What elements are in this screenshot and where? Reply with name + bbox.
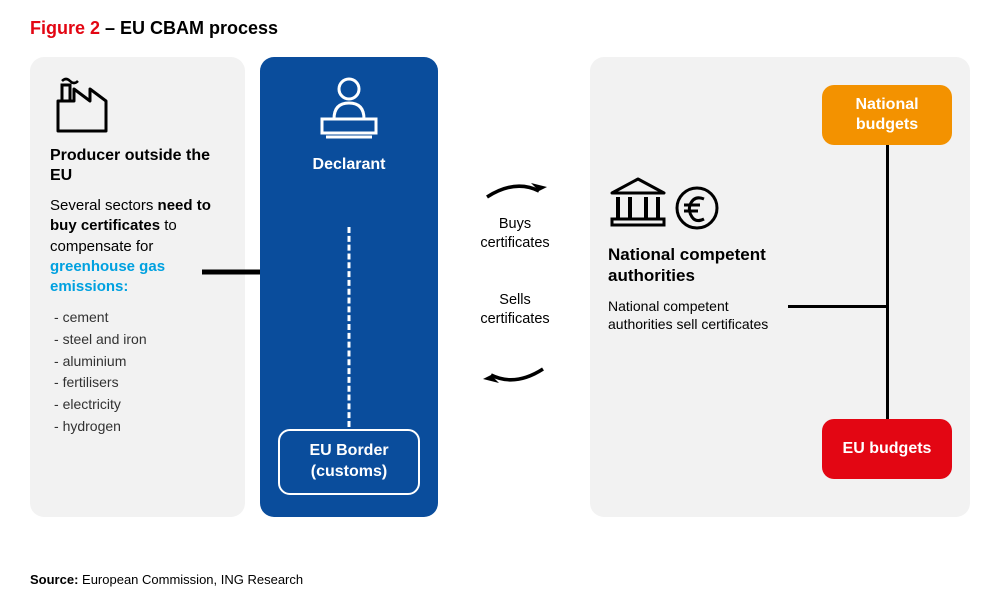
- declarant-label: Declarant: [276, 156, 422, 174]
- declarant-icon: [276, 75, 422, 150]
- figure-name: EU CBAM process: [120, 18, 278, 38]
- body-emph: greenhouse gas emissions:: [50, 258, 165, 295]
- producer-body: Several sectors need to buy certificates…: [50, 196, 227, 297]
- sells-l1: Sells: [499, 292, 530, 308]
- sector-list: cement steel and iron aluminium fertilis…: [50, 307, 227, 437]
- border-l2: (customs): [311, 463, 387, 480]
- source-label: Source:: [30, 572, 78, 587]
- buys-label: Buys certificates: [450, 215, 580, 253]
- sector-item: aluminium: [54, 351, 227, 373]
- exchange-block: Buys certificates Sells certificates: [450, 177, 580, 397]
- factory-icon: [50, 75, 227, 138]
- figure-sep: –: [100, 18, 120, 38]
- bank-icon: [608, 175, 668, 236]
- connector-horizontal: [788, 305, 889, 308]
- sector-item: fertilisers: [54, 372, 227, 394]
- declarant-panel: Declarant EU Border (customs): [260, 57, 438, 517]
- eu-budgets-label: EU budgets: [843, 439, 932, 459]
- euro-coin-icon: [674, 185, 720, 236]
- sector-item: electricity: [54, 394, 227, 416]
- source-line: Source: European Commission, ING Researc…: [30, 572, 303, 587]
- sector-item: steel and iron: [54, 329, 227, 351]
- authorities-title: National competent authorities: [608, 244, 788, 287]
- sells-label: Sells certificates: [450, 291, 580, 329]
- body-pre: Several sectors: [50, 197, 158, 214]
- diagram-canvas: Producer outside the EU Several sectors …: [30, 57, 970, 537]
- national-budgets-box: National budgets: [822, 85, 952, 145]
- eu-budgets-box: EU budgets: [822, 419, 952, 479]
- figure-title: Figure 2 – EU CBAM process: [30, 18, 970, 39]
- figure-label: Figure 2: [30, 18, 100, 38]
- authorities-block: National competent authorities National …: [608, 175, 788, 333]
- eu-border-box: EU Border (customs): [278, 429, 420, 495]
- arrow-sells-icon: [450, 361, 580, 393]
- authorities-subtitle: National competent authorities sell cert…: [608, 297, 788, 333]
- buys-l1: Buys: [499, 216, 531, 232]
- buys-l2: certificates: [480, 235, 549, 251]
- arrow-buys-icon: [450, 177, 580, 209]
- national-budgets-label: National budgets: [836, 95, 938, 135]
- sells-l2: certificates: [480, 311, 549, 327]
- declarant-dashed-line: [348, 227, 351, 427]
- sector-item: hydrogen: [54, 416, 227, 438]
- sector-item: cement: [54, 307, 227, 329]
- producer-title: Producer outside the EU: [50, 146, 227, 186]
- authorities-panel: National competent authorities National …: [590, 57, 970, 517]
- border-l1: EU Border: [309, 442, 388, 459]
- source-text: European Commission, ING Research: [78, 572, 303, 587]
